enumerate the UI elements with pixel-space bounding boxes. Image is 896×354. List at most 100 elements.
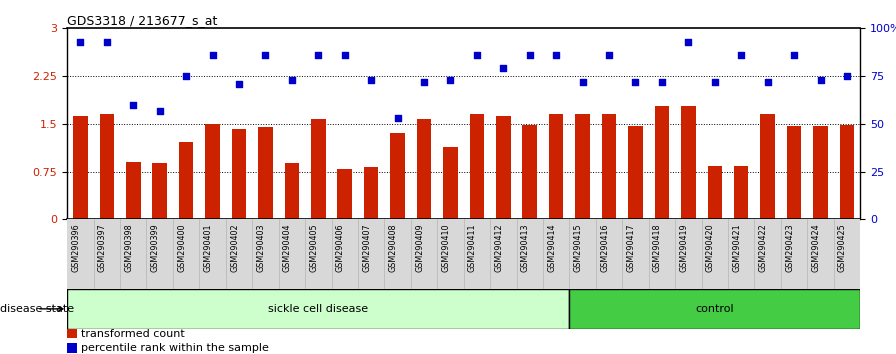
Bar: [338, 169, 352, 219]
Bar: [814, 126, 828, 219]
Text: GSM290423: GSM290423: [785, 223, 794, 272]
Text: GSM290413: GSM290413: [521, 223, 530, 272]
Bar: [628, 126, 642, 219]
Text: GSM290418: GSM290418: [653, 223, 662, 272]
Point: [628, 79, 642, 85]
Point: [470, 52, 484, 58]
Point: [179, 73, 194, 79]
Text: GSM290411: GSM290411: [468, 223, 477, 272]
Text: GSM290400: GSM290400: [177, 223, 186, 272]
Point: [787, 52, 801, 58]
Point: [338, 52, 352, 58]
Text: GSM290396: GSM290396: [72, 223, 81, 272]
Text: GSM290415: GSM290415: [573, 223, 582, 272]
Bar: [708, 166, 722, 219]
Point: [496, 65, 511, 71]
Text: GSM290425: GSM290425: [838, 223, 847, 272]
Bar: [99, 114, 114, 219]
Point: [232, 81, 246, 87]
Text: GSM290401: GSM290401: [203, 223, 212, 272]
Text: GSM290398: GSM290398: [125, 223, 134, 272]
Text: GSM290404: GSM290404: [283, 223, 292, 272]
Text: GSM290399: GSM290399: [151, 223, 159, 272]
Point: [391, 115, 405, 121]
Bar: [496, 116, 511, 219]
Point: [734, 52, 748, 58]
Bar: [285, 164, 299, 219]
Point: [285, 77, 299, 83]
Bar: [126, 162, 141, 219]
Bar: [681, 106, 695, 219]
Text: GSM290409: GSM290409: [415, 223, 424, 272]
Text: GSM290397: GSM290397: [98, 223, 107, 272]
Text: control: control: [695, 304, 734, 314]
Bar: [67, 329, 77, 338]
Text: GSM290403: GSM290403: [256, 223, 265, 272]
Bar: [311, 119, 325, 219]
Point: [575, 79, 590, 85]
Bar: [655, 106, 669, 219]
Point: [681, 39, 695, 45]
Point: [522, 52, 537, 58]
Text: sickle cell disease: sickle cell disease: [268, 304, 368, 314]
Bar: [73, 116, 88, 219]
Bar: [444, 148, 458, 219]
Text: GSM290422: GSM290422: [759, 223, 768, 272]
Text: GSM290405: GSM290405: [309, 223, 318, 272]
Point: [840, 73, 854, 79]
Point: [549, 52, 564, 58]
Bar: [840, 125, 854, 219]
Point: [152, 108, 167, 113]
Point: [814, 77, 828, 83]
Bar: [152, 164, 167, 219]
Text: GSM290421: GSM290421: [732, 223, 741, 272]
Text: GSM290406: GSM290406: [336, 223, 345, 272]
Point: [99, 39, 114, 45]
Bar: [522, 125, 537, 219]
Text: GSM290407: GSM290407: [362, 223, 371, 272]
Bar: [761, 114, 775, 219]
Text: GSM290410: GSM290410: [442, 223, 451, 272]
Bar: [417, 119, 431, 219]
Text: GSM290412: GSM290412: [495, 223, 504, 272]
Bar: [67, 289, 570, 329]
Point: [708, 79, 722, 85]
Text: GSM290417: GSM290417: [626, 223, 635, 272]
Bar: [364, 167, 378, 219]
Text: percentile rank within the sample: percentile rank within the sample: [82, 343, 270, 353]
Text: transformed count: transformed count: [82, 329, 185, 339]
Bar: [232, 129, 246, 219]
Point: [311, 52, 325, 58]
Text: GSM290419: GSM290419: [679, 223, 688, 272]
Point: [417, 79, 431, 85]
Point: [73, 39, 88, 45]
Text: GSM290416: GSM290416: [600, 223, 609, 272]
Point: [602, 52, 616, 58]
Bar: [205, 124, 220, 219]
Bar: [470, 114, 484, 219]
Bar: [391, 133, 405, 219]
Bar: [67, 343, 77, 353]
Text: disease state: disease state: [0, 304, 74, 314]
Point: [258, 52, 272, 58]
Bar: [602, 114, 616, 219]
Bar: [575, 114, 590, 219]
Point: [444, 77, 458, 83]
Text: GSM290420: GSM290420: [706, 223, 715, 272]
Bar: [549, 114, 564, 219]
Bar: [787, 126, 801, 219]
Bar: [258, 127, 272, 219]
Point: [761, 79, 775, 85]
Text: GSM290408: GSM290408: [389, 223, 398, 272]
Text: GSM290414: GSM290414: [547, 223, 556, 272]
Point: [205, 52, 220, 58]
Bar: [734, 166, 748, 219]
Bar: [179, 142, 194, 219]
Text: GSM290402: GSM290402: [230, 223, 239, 272]
Point: [126, 102, 141, 108]
Text: GSM290424: GSM290424: [812, 223, 821, 272]
Point: [655, 79, 669, 85]
Point: [364, 77, 378, 83]
Text: GDS3318 / 213677_s_at: GDS3318 / 213677_s_at: [67, 14, 218, 27]
Bar: [570, 289, 860, 329]
